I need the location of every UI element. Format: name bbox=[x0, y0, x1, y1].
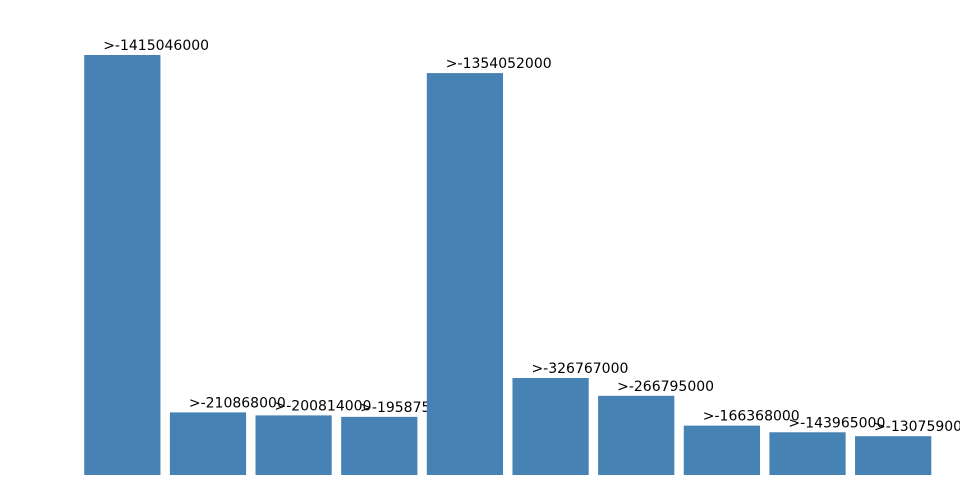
bar bbox=[169, 412, 247, 475]
value-label: >-1415046000 bbox=[103, 38, 209, 54]
bar bbox=[683, 425, 760, 475]
bar bbox=[255, 415, 332, 475]
bar bbox=[855, 436, 932, 475]
bar bbox=[512, 378, 589, 475]
value-label: >-130759000 bbox=[874, 419, 960, 435]
value-label: >-166368000 bbox=[703, 409, 800, 425]
bar bbox=[341, 416, 418, 475]
value-label: >-143965000 bbox=[788, 415, 885, 431]
bar bbox=[84, 55, 161, 475]
value-label: >-210868000 bbox=[189, 395, 286, 411]
value-label: >-1354052000 bbox=[446, 56, 552, 72]
bar bbox=[769, 432, 846, 475]
value-label: >-200814000 bbox=[275, 398, 372, 414]
value-label: >-326767000 bbox=[531, 361, 628, 377]
bar bbox=[426, 73, 504, 475]
bar bbox=[598, 395, 675, 475]
value-label: >-266795000 bbox=[617, 379, 714, 395]
